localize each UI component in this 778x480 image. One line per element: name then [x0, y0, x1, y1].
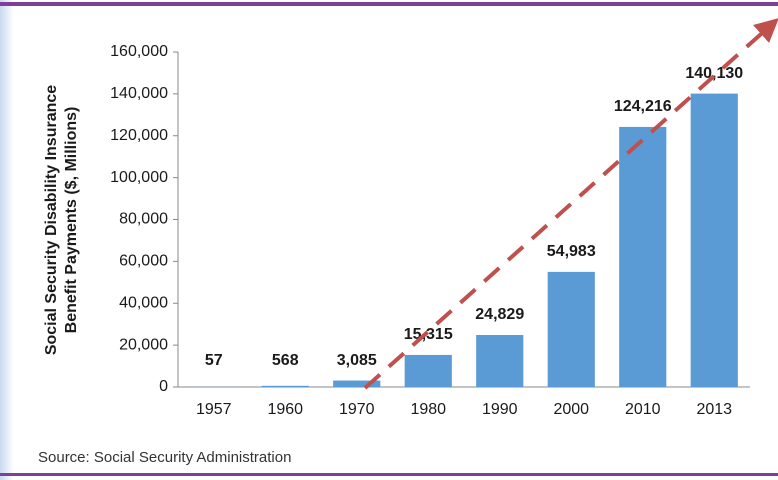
bar: [404, 354, 452, 387]
bar: [690, 93, 738, 387]
y-tick-label: 80,000: [119, 211, 168, 228]
value-label: 54,983: [547, 243, 596, 260]
bar: [476, 335, 524, 387]
plot-area: 0 20,000 40,000 60,000 80,000 100,000 120,000 1…: [110, 43, 750, 418]
x-tick-label: 1970: [339, 401, 375, 418]
value-label: 57: [205, 352, 223, 369]
x-tick-label: 2013: [696, 401, 732, 418]
y-tick-label: 160,000: [110, 43, 168, 60]
source-note: Source: Social Security Administration: [38, 449, 291, 466]
value-label: 15,315: [404, 326, 453, 343]
value-label: 124,216: [614, 98, 672, 115]
x-tick-label: 2000: [553, 401, 589, 418]
x-tick-label: 1990: [482, 401, 518, 418]
bottom-rule: [0, 473, 778, 476]
y-tick-label: 20,000: [119, 336, 168, 353]
y-tick-label: 0: [159, 378, 168, 395]
x-tick-label: 2010: [625, 401, 661, 418]
y-tick-label: 140,000: [110, 85, 168, 102]
value-label: 568: [272, 352, 299, 369]
trend-arrow: [363, 18, 778, 390]
edge-shade: [0, 0, 14, 480]
x-tick-label: 1957: [196, 401, 232, 418]
y-tick-label: 120,000: [110, 127, 168, 144]
y-axis-title-line-2: Benefit Payments ($, Millions): [63, 107, 80, 334]
value-label: 140,130: [685, 65, 743, 82]
bar: [547, 271, 595, 387]
value-label: 3,085: [337, 352, 377, 369]
value-label: 24,829: [475, 306, 524, 323]
x-tick-label: 1960: [267, 401, 303, 418]
bar: [619, 126, 667, 387]
bar: [333, 380, 381, 387]
bar: [261, 385, 309, 387]
x-tick-label: 1980: [410, 401, 446, 418]
y-tick-label: 40,000: [119, 294, 168, 311]
y-tick-label: 60,000: [119, 253, 168, 270]
top-rule: [0, 2, 778, 6]
y-axis-title-line-1: Social Security Disability Insurance: [43, 85, 60, 355]
y-tick-label: 100,000: [110, 169, 168, 186]
